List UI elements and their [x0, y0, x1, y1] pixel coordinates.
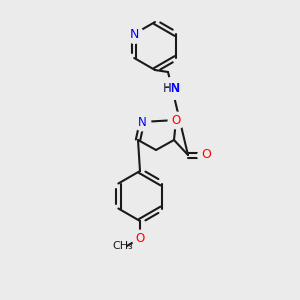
Text: H: H [163, 83, 171, 93]
Text: O: O [135, 232, 145, 244]
Text: CH₃: CH₃ [112, 241, 134, 251]
Text: N: N [170, 82, 180, 94]
Text: O: O [201, 148, 211, 161]
Text: HN: HN [163, 82, 181, 94]
Text: O: O [171, 113, 181, 127]
Text: N: N [130, 28, 139, 40]
Text: N: N [138, 116, 146, 128]
